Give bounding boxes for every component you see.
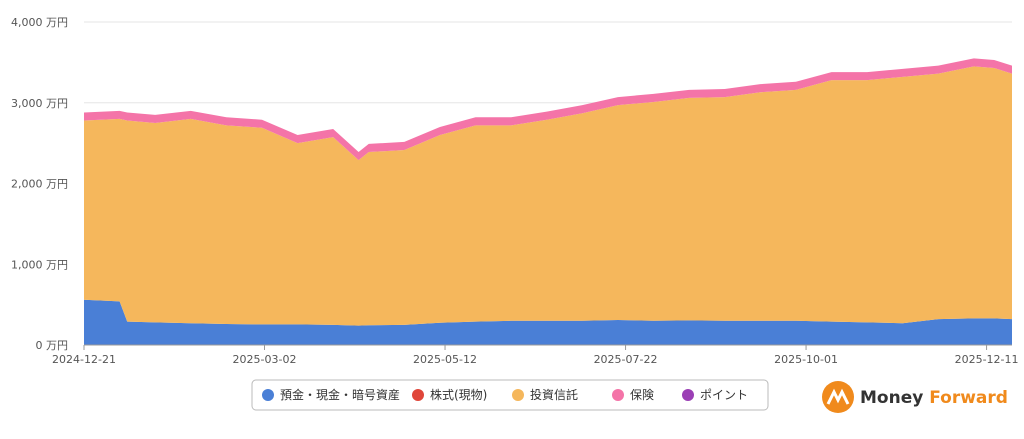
legend-label: 投資信託 [530, 387, 578, 402]
logo-mark [826, 388, 850, 405]
y-tick-label: 4,000 万円 [11, 16, 68, 29]
legend-box [251, 379, 769, 411]
legend-swatch [412, 389, 424, 401]
logo-text: Money Forward [860, 388, 1008, 408]
y-tick-label: 0 万円 [36, 339, 69, 352]
legend-label: 預金・現金・暗号資産 [280, 387, 400, 402]
x-tick-label: 2025-05-12 [413, 353, 477, 366]
x-tick-label: 2025-03-02 [233, 353, 297, 366]
y-tick-label: 2,000 万円 [11, 178, 68, 191]
x-tick-label: 2025-07-22 [594, 353, 658, 366]
logo: Money Forward [822, 381, 1008, 413]
x-tick-label: 2025-10-01 [774, 353, 838, 366]
x-tick-label: 2025-12-11 [955, 353, 1019, 366]
plot: 0 万円 1,000 万円 2,000 万円 3,000 万円 4,000 万円 2024… [11, 16, 1019, 366]
legend-label: ポイント [700, 388, 748, 402]
legend-swatch [682, 389, 694, 401]
legend: 預金・現金・暗号資産 株式(現物) 投資信託 保険 ポイント [251, 379, 769, 411]
legend-label: 保険 [630, 388, 654, 402]
logo-word: Forward [929, 388, 1008, 408]
area [84, 58, 1012, 161]
y-tick-label: 1,000 万円 [11, 258, 68, 271]
legend-swatch [262, 389, 274, 401]
y-tick-label: 3,000 万円 [11, 97, 68, 110]
area [84, 66, 1012, 326]
legend-swatch [612, 389, 624, 401]
legend-swatch [512, 389, 524, 401]
area [84, 299, 1012, 345]
x-tick-label: 2024-12-21 [52, 353, 116, 366]
legend-label: 株式(現物) [430, 387, 487, 402]
logo-word: Money [860, 388, 923, 408]
